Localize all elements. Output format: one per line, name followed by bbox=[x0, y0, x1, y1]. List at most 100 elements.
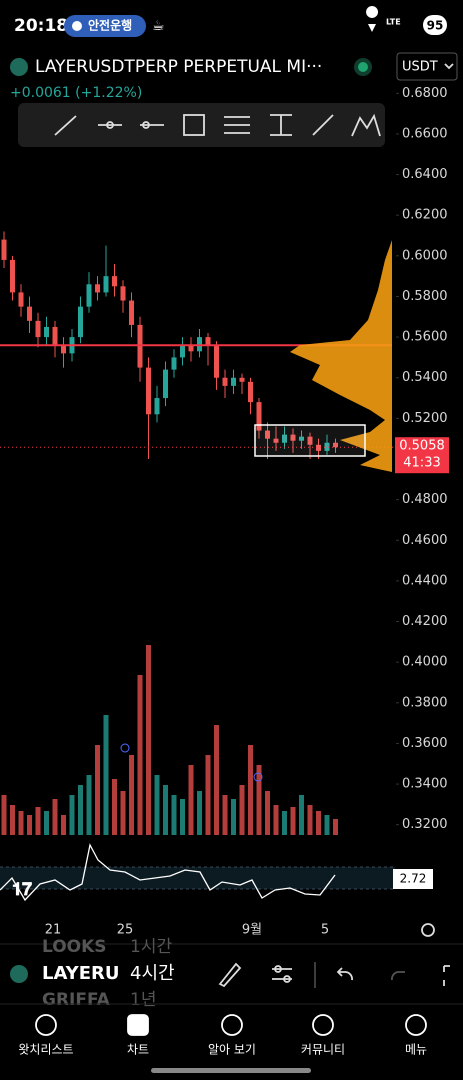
candle-body bbox=[18, 292, 24, 307]
volume-bar bbox=[231, 799, 236, 835]
symbol[interactable]: LAYERUSDTPERP PERPETUAL MI··· bbox=[35, 57, 322, 77]
time: 20:18 bbox=[14, 16, 68, 36]
candle-body bbox=[120, 286, 126, 301]
volume-bar bbox=[214, 725, 219, 835]
candle-body bbox=[282, 434, 287, 443]
y-tick-label: 0.3200 bbox=[402, 817, 448, 832]
toolbar-icons[interactable] bbox=[218, 962, 450, 988]
candle-body bbox=[171, 357, 177, 370]
volume-bar bbox=[333, 819, 338, 835]
candle-body bbox=[163, 369, 168, 399]
x-label: 25 bbox=[117, 923, 134, 938]
y-tick-label: 0.5600 bbox=[402, 330, 448, 345]
volume-bar bbox=[52, 799, 58, 835]
y-tick-label: 0.4800 bbox=[402, 492, 448, 507]
candle-body bbox=[324, 442, 330, 451]
volume-bar bbox=[69, 795, 75, 835]
y-tick-label: 0.4200 bbox=[402, 614, 448, 629]
y-tick-label: 0.4400 bbox=[402, 573, 448, 588]
drawing-toolbar bbox=[18, 103, 385, 147]
candle-body bbox=[10, 259, 15, 293]
tool-icons[interactable] bbox=[54, 113, 381, 137]
volume-bar bbox=[171, 795, 177, 835]
candle-body bbox=[146, 367, 151, 415]
volume-bar bbox=[248, 745, 253, 835]
oscillator-band bbox=[0, 867, 395, 889]
range-box bbox=[254, 424, 366, 457]
candle-body bbox=[307, 436, 313, 445]
candle-body bbox=[78, 306, 83, 338]
volume-bar bbox=[1, 795, 7, 835]
candle-body bbox=[248, 381, 253, 403]
candle-body bbox=[256, 402, 262, 431]
toolbar-interval[interactable]: 4시간 bbox=[130, 963, 175, 984]
volume-bar bbox=[10, 805, 15, 835]
candle-body bbox=[27, 306, 32, 321]
volume-bar bbox=[154, 775, 160, 835]
y-tick-label: 0.6400 bbox=[402, 167, 448, 182]
candle-body bbox=[52, 326, 58, 346]
network: LTE bbox=[386, 18, 401, 27]
nav-label[interactable]: 왓치리스트 bbox=[18, 1043, 73, 1057]
candle-body bbox=[154, 398, 160, 415]
volume-bar bbox=[146, 645, 151, 835]
nav-label[interactable]: 알아 보기 bbox=[208, 1043, 256, 1057]
battery-level: 95 bbox=[427, 19, 444, 33]
candle-body bbox=[273, 438, 279, 443]
candle-body bbox=[44, 326, 49, 338]
badge bbox=[64, 15, 146, 37]
volume-bar bbox=[78, 785, 83, 835]
currency[interactable]: USDT bbox=[402, 60, 438, 75]
volume-bar bbox=[95, 745, 100, 835]
nav-label[interactable]: 메뉴 bbox=[405, 1043, 427, 1057]
location-icon bbox=[366, 6, 379, 32]
x-label: 9월 bbox=[242, 923, 262, 938]
toolbar-symbol[interactable]: LAYERU bbox=[42, 963, 119, 984]
volume-bar bbox=[282, 811, 287, 835]
candle-body bbox=[1, 239, 7, 260]
cup-icon: ☕ bbox=[152, 18, 165, 34]
y-tick-label: 0.3800 bbox=[402, 695, 448, 710]
y-tick-label: 0.6600 bbox=[402, 126, 448, 141]
currency-select[interactable] bbox=[396, 52, 458, 81]
volume-bar bbox=[61, 815, 66, 835]
car-icon bbox=[72, 21, 82, 31]
y-tick-label: 0.5800 bbox=[402, 289, 448, 304]
volume-bar bbox=[256, 765, 262, 835]
y-tick-label: 0.3400 bbox=[402, 777, 448, 792]
change: +0.0061 (+1.22%) bbox=[10, 85, 142, 101]
candle-body bbox=[103, 276, 109, 293]
status-dot bbox=[358, 62, 368, 72]
nav-icon[interactable] bbox=[405, 1014, 427, 1036]
battery bbox=[423, 15, 447, 35]
y-tick-label: 0.4600 bbox=[402, 533, 448, 548]
nav-icon[interactable] bbox=[312, 1014, 334, 1036]
nav-icon[interactable] bbox=[127, 1014, 149, 1036]
x-label: 5 bbox=[321, 923, 329, 938]
nav-icon[interactable] bbox=[221, 1014, 243, 1036]
candle-body bbox=[205, 337, 211, 346]
volume-bar bbox=[222, 795, 228, 835]
volume-bar bbox=[205, 755, 211, 835]
candle-body bbox=[197, 337, 202, 352]
nav-icon[interactable] bbox=[35, 1014, 57, 1036]
volume-bar bbox=[307, 805, 313, 835]
symbol-icon bbox=[10, 965, 28, 983]
nav-bar: 왓치리스트 차트 알아 보기 커뮤니티 메뉴 bbox=[18, 1014, 427, 1057]
candle-body bbox=[265, 430, 270, 439]
y-tick-label: 0.3600 bbox=[402, 736, 448, 751]
nav-label[interactable]: 차트 bbox=[127, 1043, 149, 1057]
volume-bar bbox=[299, 795, 304, 835]
marker bbox=[253, 772, 263, 782]
home-indicator bbox=[151, 1068, 311, 1073]
candle-body bbox=[239, 377, 245, 382]
nav-label[interactable]: 커뮤니티 bbox=[301, 1043, 345, 1057]
volume-bar bbox=[163, 785, 168, 835]
volume-bar bbox=[265, 791, 270, 835]
candle-body bbox=[222, 377, 228, 386]
tv-logo: 𝟏𝟕 bbox=[12, 879, 32, 900]
volume-bar bbox=[103, 715, 109, 835]
settings[interactable] bbox=[421, 923, 435, 937]
candle-body bbox=[231, 377, 236, 386]
